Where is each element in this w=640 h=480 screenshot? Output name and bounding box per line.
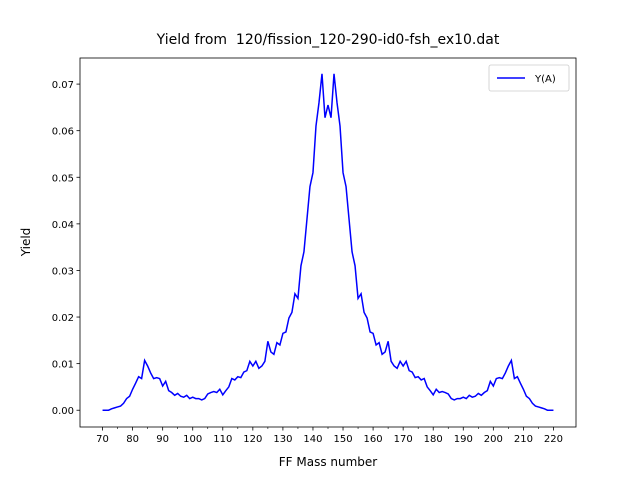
x-tick-label: 150	[333, 434, 352, 445]
x-tick-label: 160	[364, 434, 383, 445]
x-tick-label: 110	[213, 434, 232, 445]
x-tick-label: 190	[454, 434, 473, 445]
x-tick-label: 210	[514, 434, 533, 445]
y-axis-label: Yield	[19, 228, 33, 258]
x-tick-label: 170	[394, 434, 413, 445]
chart-title: Yield from 120/fission_120-290-id0-fsh_e…	[156, 32, 500, 48]
x-tick-label: 100	[183, 434, 202, 445]
x-tick-label: 140	[303, 434, 322, 445]
y-tick-label: 0.07	[52, 80, 74, 91]
axes-frame	[79, 57, 577, 428]
x-tick-label: 70	[96, 434, 109, 445]
y-tick-label: 0.00	[52, 406, 74, 417]
x-axis-label: FF Mass number	[279, 455, 378, 469]
legend-box	[488, 64, 570, 92]
y-tick-label: 0.03	[52, 266, 74, 277]
x-tick-label: 220	[544, 434, 563, 445]
y-tick-label: 0.01	[52, 360, 74, 371]
x-tick-label: 90	[156, 434, 169, 445]
x-tick-label: 180	[424, 434, 443, 445]
y-tick-label: 0.06	[52, 127, 74, 138]
data-line	[102, 73, 554, 411]
x-tick-label: 80	[126, 434, 139, 445]
y-tick-label: 0.02	[52, 313, 74, 324]
x-tick-label: 200	[484, 434, 503, 445]
y-tick-label: 0.05	[52, 173, 74, 184]
y-tick-label: 0.04	[52, 220, 74, 231]
x-tick-label: 130	[273, 434, 292, 445]
x-tick-label: 120	[243, 434, 262, 445]
legend-label: Y(A)	[534, 74, 556, 85]
